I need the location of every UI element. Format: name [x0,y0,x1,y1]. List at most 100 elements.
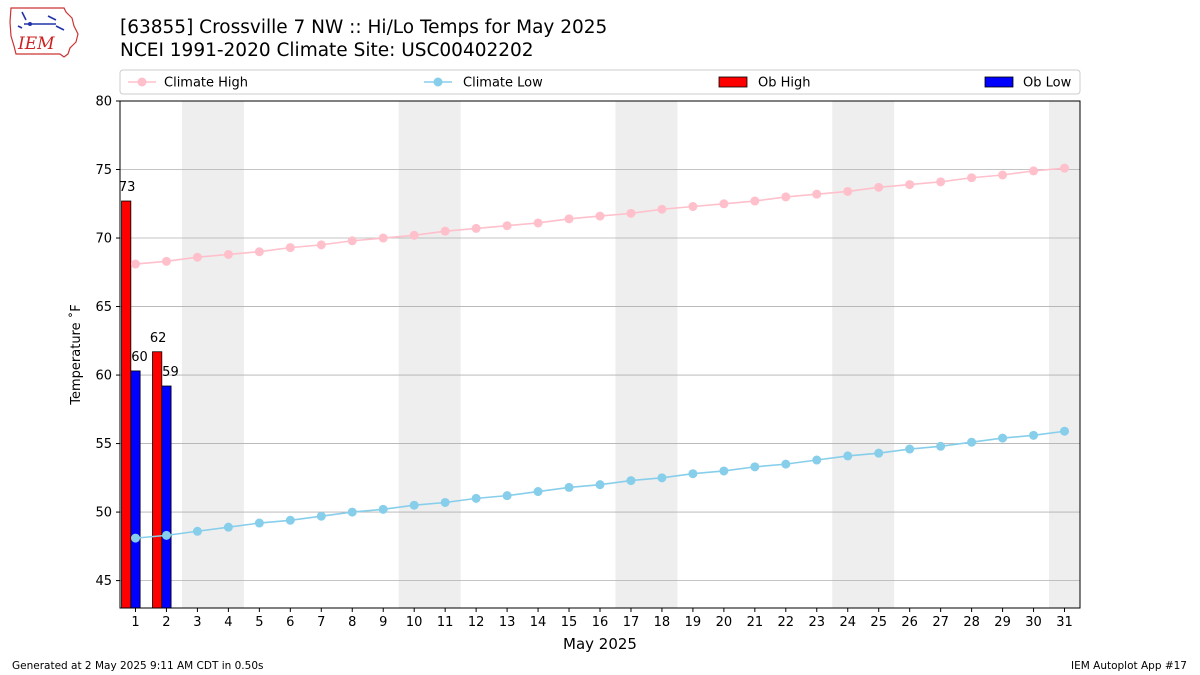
x-tick-label: 4 [224,615,232,630]
climate-low-point [440,497,450,507]
climate-low-point [347,507,357,517]
x-tick-label: 28 [963,615,980,630]
climate-low-point [378,504,388,514]
y-tick-label: 80 [95,95,112,110]
climate-high-point [688,202,698,212]
climate-high-point [967,173,977,183]
climate-low-point [471,493,481,503]
climate-high-point [223,249,233,259]
climate-low-point [812,455,822,465]
x-tick-label: 23 [809,615,826,630]
climate-high-point [905,180,915,190]
climate-high-point [874,182,884,192]
legend-climate-low-label: Climate Low [463,76,543,91]
x-tick-label: 14 [530,615,547,630]
x-tick-label: 13 [499,615,516,630]
x-tick-label: 30 [1025,615,1042,630]
x-tick-label: 5 [255,615,263,630]
logo-text: IEM [17,34,55,54]
y-tick-label: 55 [95,437,112,452]
climate-low-point [316,511,326,521]
climate-high-point [316,240,326,250]
climate-high-point [378,233,388,243]
climate-low-point [998,433,1008,443]
climate-low-point [254,518,264,528]
climate-high-point [285,243,295,253]
climate-low-point [1060,426,1070,436]
climate-low-point [409,500,419,510]
x-tick-label: 25 [870,615,887,630]
climate-low-point [719,466,729,476]
climate-high-point [409,230,419,240]
climate-high-point [254,247,264,257]
legend-ob-high-label: Ob High [758,76,811,91]
ob-low-label: 60 [131,350,148,365]
climate-low-point [161,530,171,540]
weekend-band [181,101,244,608]
climate-high-point [1060,163,1070,173]
climate-low-point [843,451,853,461]
x-tick-label: 2 [162,615,170,630]
climate-low-point [192,526,202,536]
y-gridlines [120,100,1080,581]
x-tick-label: 6 [286,615,294,630]
legend-climate-high-label: Climate High [164,76,248,91]
x-tick-label: 21 [747,615,764,630]
weekend-shading [181,101,1080,608]
climate-high-point [781,192,791,202]
legend: Climate High Climate Low Ob High Ob Low [119,69,1081,95]
climate-high-point [564,214,574,224]
climate-low-point [967,437,977,447]
x-tick-label: 1 [131,615,139,630]
climate-high-point [130,259,140,269]
x-tick-label: 19 [685,615,702,630]
ob-high-bar [152,351,163,609]
x-tick-label: 16 [592,615,609,630]
climate-low-point [936,441,946,451]
x-tick-label: 26 [901,615,918,630]
x-tick-label: 18 [654,615,671,630]
climate-low-point [502,491,512,501]
y-tick-label: 75 [95,163,112,178]
climate-high-point [502,221,512,231]
generated-note: Generated at 2 May 2025 9:11 AM CDT in 0… [12,660,264,672]
weekend-band [398,101,461,608]
climate-low-point [626,476,636,486]
climate-low-point [285,515,295,525]
y-axis-label: Temperature ˚F [68,304,84,405]
climate-high-point [626,208,636,218]
climate-high-point [440,226,450,236]
legend-box [119,69,1081,95]
ob-low-bar [161,385,172,609]
x-tick-label: 9 [379,615,387,630]
climate-low-point [1029,430,1039,440]
climate-high-point [812,189,822,199]
y-tick-label: 60 [95,369,112,384]
app-note: IEM Autoplot App #17 [1071,660,1187,672]
climate-high-point [533,218,543,228]
y-tick-label: 45 [95,574,112,589]
legend-ob-high-swatch [718,76,748,88]
ob-high-label: 62 [150,331,167,346]
climate-high-point [595,211,605,221]
climate-low-point [223,522,233,532]
climate-high-point [471,223,481,233]
climate-high-point [719,199,729,209]
climate-low-point [130,533,140,543]
ob-high-bar [121,200,132,609]
legend-climate-high-marker [137,77,147,87]
y-tick-label: 65 [95,300,112,315]
ob-low-label: 59 [162,365,179,380]
iem-logo: IEM [9,7,79,58]
x-tick-label: 15 [561,615,578,630]
climate-high-point [657,204,667,214]
x-tick-label: 8 [348,615,356,630]
y-tick-label: 70 [95,232,112,247]
x-tick-label: 31 [1056,615,1073,630]
x-tick-label: 3 [193,615,201,630]
ob-high-label: 73 [119,180,136,195]
climate-high-point [347,236,357,246]
